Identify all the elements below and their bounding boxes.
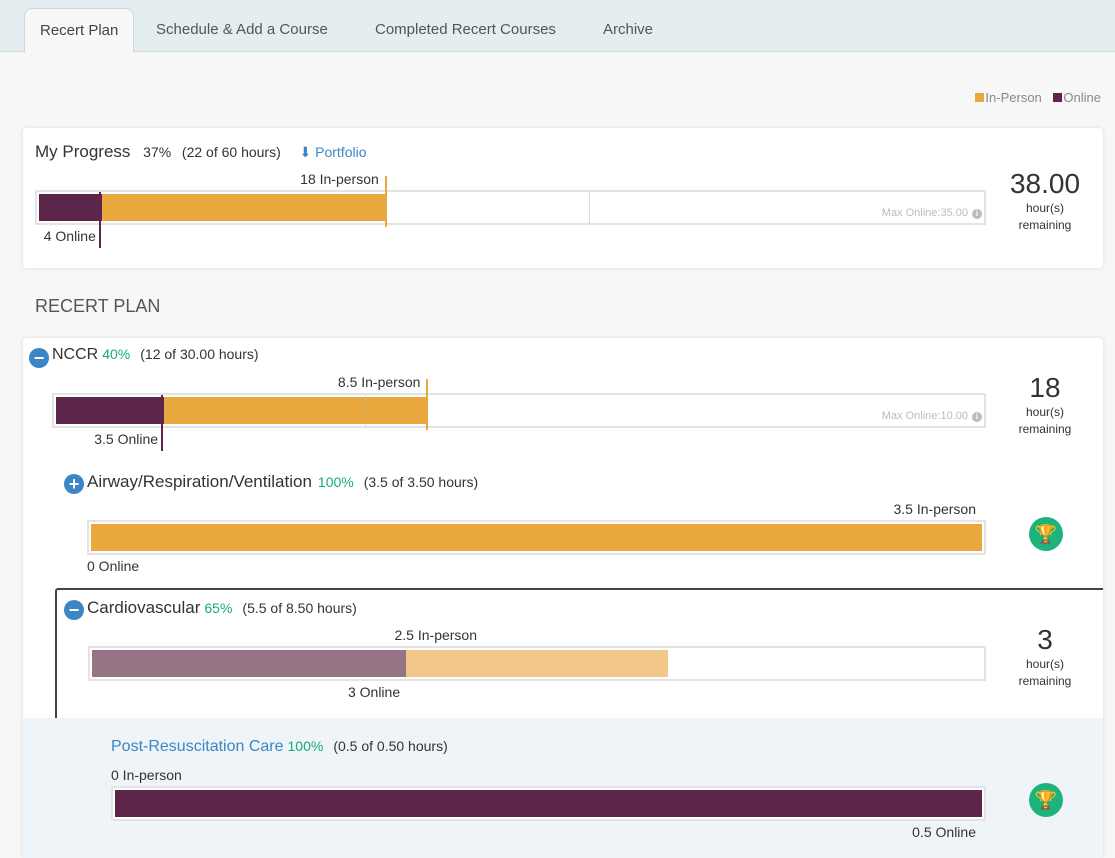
max-online-line — [589, 192, 591, 223]
airway-hours: (3.5 of 3.50 hours) — [363, 474, 479, 490]
cardio-hours: (5.5 of 8.50 hours) — [242, 600, 357, 616]
airway-bar: 3.5 In-person 0 Online — [87, 501, 986, 574]
online-label: 4 Online — [43, 228, 96, 244]
in-person-segment — [101, 194, 385, 221]
airway-title: Airway/Respiration/Ventilation — [87, 472, 312, 491]
post-bar: 0 In-person 0.5 Online — [111, 767, 986, 840]
online-segment — [92, 650, 407, 677]
online-segment — [115, 790, 982, 817]
progress-hours: (22 of 60 hours) — [181, 144, 281, 160]
in-person-segment — [91, 524, 982, 551]
online-label: 0.5 Online — [912, 824, 976, 840]
in-person-segment — [406, 650, 668, 677]
cardio-bar: 2.5 In-person 3 Online — [88, 627, 986, 700]
progress-bar: Max Online:35.00 i 18 In-person 4 Online — [35, 171, 986, 248]
in-person-label: 18 In-person — [300, 171, 379, 187]
nccr-hours: (12 of 30.00 hours) — [140, 346, 259, 362]
collapse-icon[interactable]: − — [29, 348, 49, 368]
in-person-label: 2.5 In-person — [394, 627, 478, 643]
in-person-label: 0 In-person — [111, 767, 182, 783]
max-online-label: Max Online:10.00 i — [882, 410, 982, 422]
trophy-icon: 🏆 — [1029, 517, 1063, 551]
online-segment — [56, 397, 165, 424]
portfolio-link[interactable]: ⬇ Portfolio — [300, 144, 367, 160]
max-online-label: Max Online:35.00 i — [882, 207, 982, 219]
nccr-header: NCCR 40% (12 of 30.00 hours) — [52, 346, 259, 364]
online-marker — [161, 395, 164, 451]
remaining-label: remaining — [1018, 218, 1072, 232]
remaining-label: remaining — [1018, 674, 1072, 688]
airway-header: Airway/Respiration/Ventilation 100% (3.5 o… — [87, 472, 478, 492]
tab-archive[interactable]: Archive — [603, 21, 654, 38]
remaining-unit: hour(s) — [1025, 405, 1064, 419]
collapse-icon[interactable]: − — [64, 600, 84, 620]
progress-percent: 37% — [143, 144, 172, 160]
in-person-segment — [164, 397, 427, 424]
tab-recert-plan[interactable]: Recert Plan — [24, 8, 135, 53]
online-segment — [39, 194, 102, 221]
legend: In-Person Online — [967, 90, 1101, 105]
tab-completed-recert-courses[interactable]: Completed Recert Courses — [375, 21, 556, 38]
progress-header: My Progress 37% (22 of 60 hours) ⬇ Portf… — [35, 142, 366, 162]
nccr-percent: 40% — [102, 346, 131, 362]
nccr-bar: Max Online:10.00 i 8.5 In-person 3.5 Online — [52, 374, 986, 451]
remaining-label: remaining — [1018, 422, 1072, 436]
portfolio-label: Portfolio — [315, 144, 367, 160]
legend-online: Online — [1063, 90, 1101, 105]
tab-schedule-add-course[interactable]: Schedule & Add a Course — [156, 21, 328, 38]
cardio-header: Cardiovascular 65% (5.5 of 8.50 hours) — [87, 598, 357, 618]
remaining-hours: 38.00 — [1009, 168, 1081, 199]
info-icon[interactable]: i — [972, 209, 982, 219]
max-online-line — [364, 395, 366, 426]
online-marker — [98, 192, 101, 248]
online-swatch — [1053, 93, 1063, 102]
legend-in-person: In-Person — [985, 90, 1042, 105]
in-person-label: 8.5 In-person — [337, 374, 421, 390]
expand-icon[interactable]: + — [64, 474, 84, 494]
in-person-marker — [384, 176, 387, 227]
trophy-icon: 🏆 — [1029, 783, 1063, 817]
tab-bar: Recert Plan Schedule & Add a Course Comp… — [0, 0, 1115, 53]
online-label: 3 Online — [347, 684, 401, 700]
post-hours: (0.5 of 0.50 hours) — [333, 738, 448, 754]
section-title: RECERT PLAN — [35, 296, 161, 316]
download-icon: ⬇ — [299, 144, 312, 160]
progress-title: My Progress — [35, 142, 131, 161]
post-resuscitation-row: Post-Resuscitation Care 100% (0.5 of 0.50 … — [23, 718, 1103, 858]
remaining-unit: hour(s) — [1025, 201, 1064, 215]
nccr-remaining: 18 hour(s) remaining — [1000, 372, 1090, 438]
remaining-unit: hour(s) — [1025, 657, 1064, 671]
cardio-title: Cardiovascular — [87, 598, 201, 617]
airway-percent: 100% — [317, 474, 354, 490]
online-label: 0 Online — [87, 558, 140, 574]
online-label: 3.5 Online — [94, 431, 159, 447]
post-title-link[interactable]: Post-Resuscitation Care — [111, 738, 284, 755]
cardio-selected-outline — [55, 588, 1103, 728]
remaining-hours: 18 — [1029, 372, 1061, 403]
cardio-percent: 65% — [204, 600, 233, 616]
recert-plan-card: − NCCR 40% (12 of 30.00 hours) Max Online:… — [23, 338, 1103, 858]
post-header: Post-Resuscitation Care 100% (0.5 of 0.50 … — [111, 738, 448, 756]
in-person-label: 3.5 In-person — [893, 501, 977, 517]
progress-remaining: 38.00 hour(s) remaining — [1000, 168, 1090, 234]
in-person-marker — [426, 379, 429, 430]
in-person-swatch — [975, 93, 985, 102]
my-progress-card: My Progress 37% (22 of 60 hours) ⬇ Portf… — [23, 128, 1103, 268]
cardio-remaining: 3 hour(s) remaining — [1000, 624, 1090, 690]
remaining-hours: 3 — [1037, 624, 1053, 655]
nccr-title: NCCR — [52, 346, 99, 363]
post-percent: 100% — [287, 738, 324, 754]
info-icon[interactable]: i — [972, 412, 982, 422]
